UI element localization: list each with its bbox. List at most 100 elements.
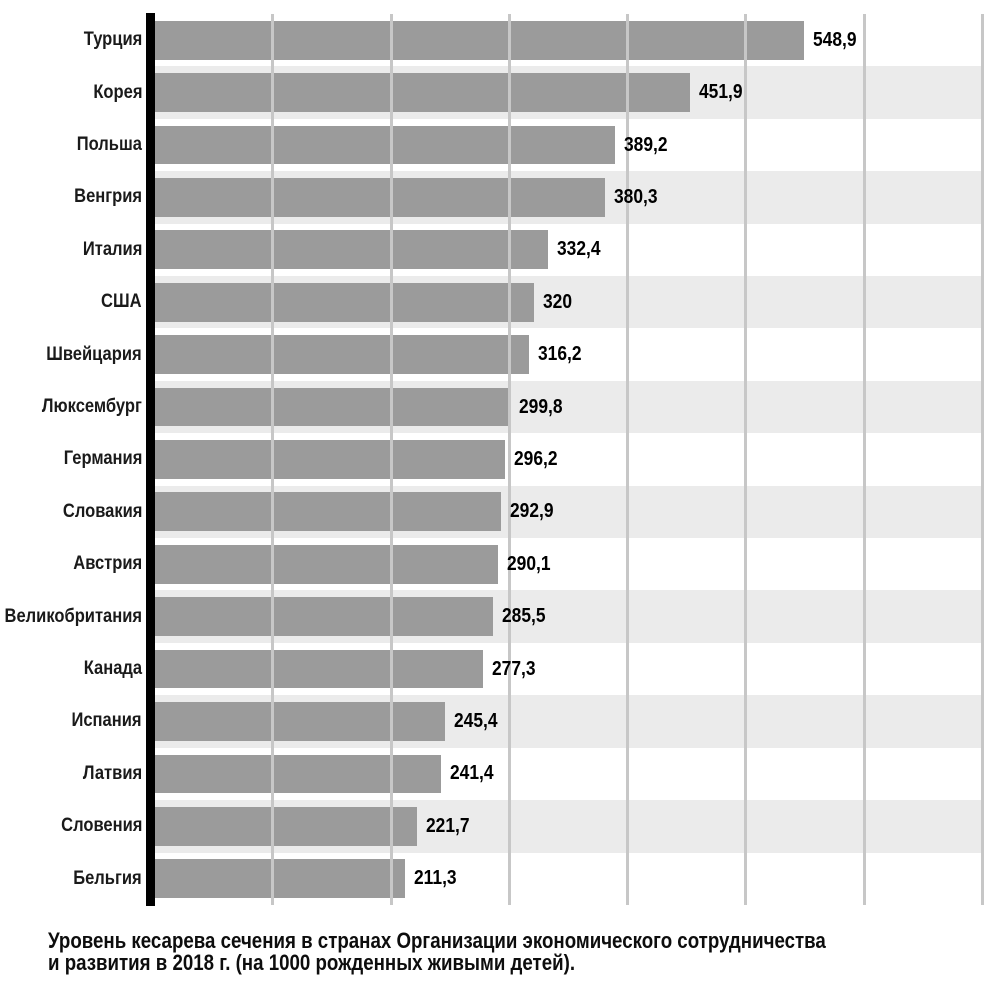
bar: [155, 492, 502, 532]
bar-row: Испания 245,4: [0, 695, 983, 748]
country-label-cell: Германия: [0, 433, 155, 486]
bar: [155, 282, 534, 322]
value-label: 285,5: [501, 605, 546, 628]
bar-row: Германия 296,2: [0, 433, 983, 486]
bar-row: Канада 277,3: [0, 642, 983, 696]
country-label: Турция: [83, 29, 142, 51]
country-label: Латвия: [82, 762, 142, 784]
country-label-cell: Швейцария: [0, 328, 155, 381]
bar: [155, 859, 405, 899]
country-label-cell: США: [0, 276, 155, 329]
bar-row: Люксембург 299,8: [0, 380, 983, 434]
caption-line-2: и развития в 2018 г. (на 1000 рожденных …: [48, 949, 576, 975]
value-label: 451,9: [698, 81, 743, 104]
bar-row: Словакия 292,9: [0, 485, 983, 539]
country-label: Корея: [92, 81, 142, 103]
country-label: Венгрия: [74, 186, 142, 208]
country-label-cell: Словакия: [0, 485, 155, 539]
country-label: Германия: [63, 448, 142, 470]
country-label-cell: Канада: [0, 642, 155, 696]
bar-band: 211,3: [155, 853, 983, 905]
value-label: 316,2: [538, 343, 582, 366]
country-label-cell: Словения: [0, 800, 155, 853]
bar-row: Швейцария 316,2: [0, 328, 983, 381]
value-label: 292,9: [510, 500, 555, 523]
bar: [155, 178, 605, 217]
bar: [155, 73, 690, 112]
country-label-cell: Испания: [0, 695, 155, 748]
value-label: 245,4: [454, 709, 498, 732]
value-label: 299,8: [518, 395, 563, 418]
value-label: 389,2: [624, 133, 668, 156]
bar-row: Венгрия 380,3: [0, 171, 983, 224]
country-label-cell: Великобритания: [0, 590, 155, 643]
country-label-cell: Польша: [0, 118, 155, 172]
y-axis-line: [146, 13, 155, 906]
country-label-cell: Италия: [0, 223, 155, 277]
bar-band: 320: [155, 276, 983, 329]
country-label-cell: Венгрия: [0, 171, 155, 224]
bar-band: 292,9: [155, 485, 983, 539]
bar: [155, 754, 441, 794]
bar: [155, 335, 530, 375]
country-label: Испания: [71, 710, 142, 732]
chart-caption: Уровень кесарева сечения в странах Орган…: [48, 930, 963, 973]
bar-band: 290,1: [155, 538, 983, 590]
bar: [155, 649, 483, 689]
country-label: Швейцария: [46, 343, 142, 365]
bar: [155, 806, 418, 846]
bar-row: Турция 548,9: [0, 14, 983, 67]
bar: [155, 597, 493, 637]
bar-band: 285,5: [155, 590, 983, 643]
country-label: Люксембург: [42, 396, 142, 418]
bar-row: Латвия 241,4: [0, 747, 983, 801]
country-label: Австрия: [73, 553, 142, 575]
bar-band: 389,2: [155, 119, 983, 171]
value-label: 296,2: [514, 447, 558, 470]
country-label: США: [101, 291, 142, 313]
bar-band: 451,9: [155, 66, 983, 119]
country-label-cell: Турция: [0, 14, 155, 67]
bar: [155, 440, 506, 479]
bar-band: 245,4: [155, 695, 983, 748]
country-label-cell: Латвия: [0, 747, 155, 801]
country-label-cell: Корея: [0, 66, 155, 119]
bar-row: Италия 332,4: [0, 223, 983, 277]
country-label-cell: Австрия: [0, 538, 155, 591]
value-label: 221,7: [426, 814, 470, 837]
bar-band: 296,2: [155, 433, 983, 485]
bar-row: Великобритания 285,5: [0, 590, 983, 643]
country-label: Италия: [82, 238, 142, 260]
country-label: Словения: [60, 815, 142, 837]
bar-band: 332,4: [155, 224, 983, 276]
bar-band: 221,7: [155, 800, 983, 853]
bar-row: США 320: [0, 276, 983, 329]
bar-band: 299,8: [155, 380, 983, 434]
country-label-cell: Люксембург: [0, 380, 155, 434]
bar: [155, 125, 616, 165]
country-label: Словакия: [62, 500, 142, 522]
country-label: Польша: [76, 134, 142, 156]
bar-row: Бельгия 211,3: [0, 852, 983, 905]
bar-band: 380,3: [155, 171, 983, 224]
value-label: 332,4: [557, 238, 601, 261]
bar: [155, 702, 446, 741]
bar: [155, 230, 549, 270]
bar-band: 277,3: [155, 643, 983, 695]
country-label-cell: Бельгия: [0, 852, 155, 905]
value-label: 320: [542, 290, 572, 313]
bar: [155, 20, 805, 60]
bar-row: Австрия 290,1: [0, 538, 983, 591]
bar-band: 316,2: [155, 328, 983, 380]
bar: [155, 387, 510, 427]
value-label: 290,1: [507, 552, 551, 575]
bar-band: 548,9: [155, 14, 983, 66]
country-label: Великобритания: [4, 605, 142, 627]
value-label: 380,3: [613, 185, 658, 208]
bar-rows: Турция 548,9 Корея 451,9 Польша 389,2 Ве…: [0, 14, 983, 905]
bar-row: Польша 389,2: [0, 118, 983, 172]
bar-row: Корея 451,9: [0, 66, 983, 119]
value-label: 548,9: [813, 28, 857, 51]
bar: [155, 544, 499, 584]
